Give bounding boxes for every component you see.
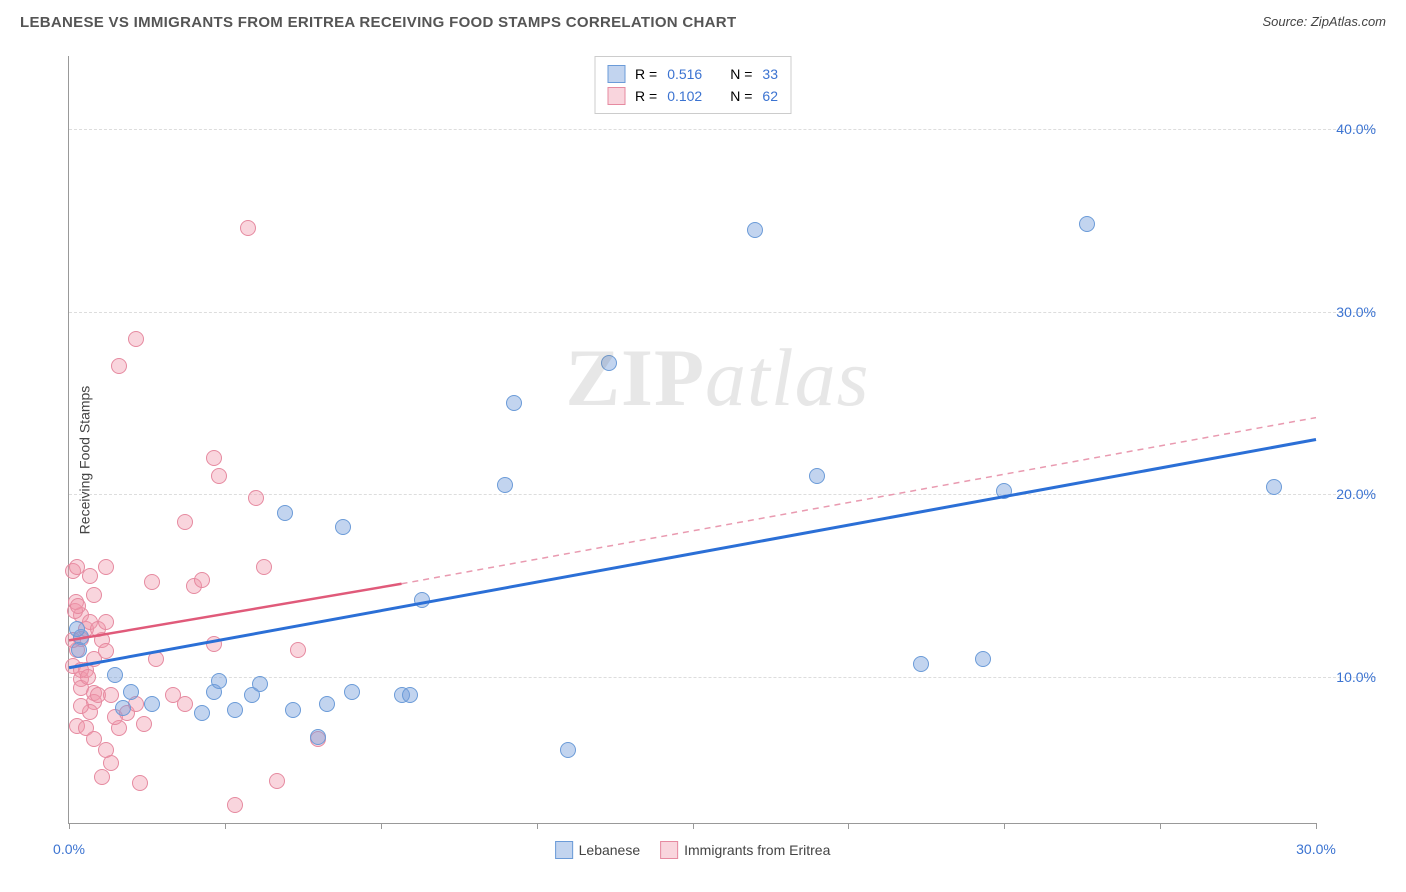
x-tick xyxy=(693,823,694,829)
swatch-blue-icon xyxy=(555,841,573,859)
y-tick-label: 20.0% xyxy=(1336,486,1376,502)
series-name-pink: Immigrants from Eritrea xyxy=(684,842,830,858)
source-attribution: Source: ZipAtlas.com xyxy=(1262,14,1386,29)
legend-row-blue: R = 0.516 N = 33 xyxy=(607,63,778,85)
trend-line xyxy=(69,440,1316,668)
r-value-blue: 0.516 xyxy=(667,66,702,82)
trend-line xyxy=(402,418,1316,584)
x-tick xyxy=(1316,823,1317,829)
x-tick xyxy=(1160,823,1161,829)
plot-area: ZIPatlas R = 0.516 N = 33 R = 0.102 N = … xyxy=(68,56,1316,824)
r-label: R = xyxy=(635,88,657,104)
legend-row-pink: R = 0.102 N = 62 xyxy=(607,85,778,107)
chart-title: LEBANESE VS IMMIGRANTS FROM ERITREA RECE… xyxy=(20,14,736,31)
n-value-pink: 62 xyxy=(762,88,778,104)
n-value-blue: 33 xyxy=(762,66,778,82)
legend-item-pink: Immigrants from Eritrea xyxy=(660,841,830,859)
r-value-pink: 0.102 xyxy=(667,88,702,104)
x-tick-label: 0.0% xyxy=(53,841,85,857)
series-name-blue: Lebanese xyxy=(579,842,641,858)
n-label: N = xyxy=(730,66,752,82)
legend-item-blue: Lebanese xyxy=(555,841,641,859)
swatch-pink-icon xyxy=(660,841,678,859)
x-tick xyxy=(69,823,70,829)
correlation-legend: R = 0.516 N = 33 R = 0.102 N = 62 xyxy=(594,56,791,114)
swatch-pink-icon xyxy=(607,87,625,105)
y-tick-label: 30.0% xyxy=(1336,304,1376,320)
x-tick xyxy=(1004,823,1005,829)
swatch-blue-icon xyxy=(607,65,625,83)
x-tick xyxy=(537,823,538,829)
y-tick-label: 10.0% xyxy=(1336,669,1376,685)
series-legend: Lebanese Immigrants from Eritrea xyxy=(555,841,831,859)
n-label: N = xyxy=(730,88,752,104)
r-label: R = xyxy=(635,66,657,82)
x-tick xyxy=(225,823,226,829)
y-tick-label: 40.0% xyxy=(1336,121,1376,137)
chart-container: Receiving Food Stamps ZIPatlas R = 0.516… xyxy=(20,48,1386,872)
trend-lines xyxy=(69,56,1316,823)
trend-line xyxy=(69,584,402,641)
x-tick xyxy=(848,823,849,829)
x-tick xyxy=(381,823,382,829)
x-tick-label: 30.0% xyxy=(1296,841,1336,857)
